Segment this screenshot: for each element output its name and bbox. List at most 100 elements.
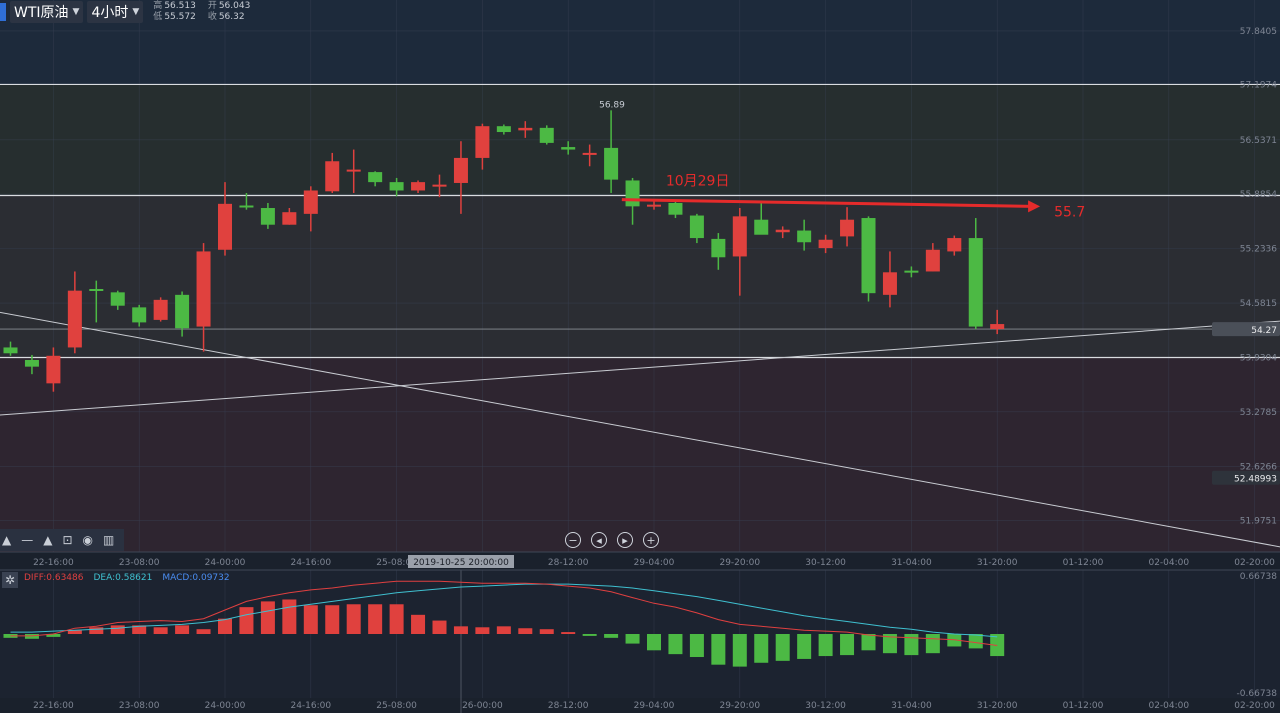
price-tick-label: 53.9304 bbox=[1240, 353, 1277, 363]
triangle-up-icon[interactable]: ▲ bbox=[43, 533, 53, 547]
macd-histogram-bar bbox=[582, 634, 597, 636]
candle-body bbox=[411, 182, 426, 191]
macd-histogram-bar bbox=[346, 604, 361, 634]
chevron-down-icon: ▼ bbox=[132, 7, 140, 17]
macd-histogram-bar bbox=[260, 601, 275, 634]
candle-body bbox=[925, 249, 940, 272]
macd-histogram-bar bbox=[818, 634, 833, 657]
open-value: 56.043 bbox=[218, 1, 251, 11]
candle-body bbox=[947, 238, 962, 252]
candle-body bbox=[561, 147, 576, 150]
macd-tick-label: 0.66738 bbox=[1240, 572, 1277, 582]
candle-body bbox=[539, 127, 554, 143]
time-tick-label: 24-16:00 bbox=[290, 558, 331, 568]
macd-histogram-bar bbox=[325, 605, 340, 634]
line-tool-icon[interactable]: — bbox=[21, 533, 34, 547]
lock-icon[interactable]: ⊡ bbox=[62, 533, 73, 547]
macd-histogram-bar bbox=[754, 634, 769, 663]
candle-body bbox=[647, 204, 661, 207]
macd-histogram-bar bbox=[239, 607, 254, 634]
macd-histogram-bar bbox=[861, 634, 876, 651]
price-tick-label: 57.1974 bbox=[1240, 81, 1277, 91]
time-tick-label: 30-12:00 bbox=[805, 558, 846, 568]
time-tick-label: 22-16:00 bbox=[33, 558, 74, 568]
diff-line bbox=[10, 580, 998, 646]
candle-body bbox=[990, 324, 1005, 330]
macd-histogram-bar bbox=[132, 625, 147, 634]
time-tick-label: 31-04:00 bbox=[891, 558, 932, 568]
triangle-up-icon[interactable]: ▲ bbox=[2, 533, 12, 547]
current-price-label: 54.27 bbox=[1251, 326, 1277, 336]
macd-time-tick-label: 22-16:00 bbox=[33, 701, 74, 711]
jump-start-icon[interactable]: ◂ bbox=[591, 532, 607, 548]
macd-time-tick-label: 01-12:00 bbox=[1063, 701, 1104, 711]
candle-body bbox=[196, 251, 211, 327]
candle-body bbox=[24, 359, 39, 367]
candle-body bbox=[582, 152, 597, 155]
macd-histogram-bar bbox=[175, 625, 190, 634]
macd-histogram-bar bbox=[539, 629, 554, 634]
macd-histogram-bar bbox=[518, 628, 533, 634]
time-tick-label: 02-20:00 bbox=[1234, 558, 1275, 568]
macd-time-tick-label: 24-00:00 bbox=[205, 701, 246, 711]
macd-histogram-bar bbox=[89, 627, 104, 634]
candle-body bbox=[432, 184, 447, 187]
price-tick-label: 53.2785 bbox=[1240, 408, 1277, 418]
candle-body bbox=[775, 229, 790, 233]
macd-histogram-bar bbox=[668, 634, 683, 655]
macd-histogram-bar bbox=[303, 605, 318, 634]
symbol-select[interactable]: WTI原油 ▼ bbox=[10, 1, 84, 23]
macd-histogram-bar bbox=[389, 604, 404, 634]
candle-body bbox=[89, 289, 104, 291]
timeframe-label: 4小时 bbox=[91, 5, 129, 21]
macd-histogram-bar bbox=[218, 618, 232, 634]
candle-body bbox=[453, 157, 468, 183]
zoom-in-icon[interactable]: + bbox=[643, 532, 659, 548]
macd-time-tick-label: 30-12:00 bbox=[805, 701, 846, 711]
symbol-label: WTI原油 bbox=[14, 5, 69, 21]
macd-legend-value: MACD:0.09732 bbox=[162, 573, 230, 583]
candle-body bbox=[711, 238, 726, 258]
price-tick-label: 52.6266 bbox=[1240, 462, 1277, 472]
macd-histogram-bar bbox=[604, 634, 619, 638]
zone-middle bbox=[0, 195, 1280, 358]
eye-icon[interactable]: ◉ bbox=[82, 533, 94, 547]
candle-body bbox=[260, 208, 275, 225]
close-value: 56.32 bbox=[218, 12, 245, 22]
crosshair-time-tag bbox=[408, 555, 514, 568]
macd-histogram-bar bbox=[797, 634, 812, 659]
jump-end-icon[interactable]: ▸ bbox=[617, 532, 633, 548]
time-tick-label: 25-08:00 bbox=[376, 558, 417, 568]
gear-icon[interactable]: ✲ bbox=[2, 572, 18, 588]
dea-line bbox=[10, 583, 998, 638]
dea-legend: DEA:0.58621 bbox=[93, 573, 153, 583]
macd-time-tick-label: 29-04:00 bbox=[634, 701, 675, 711]
macd-histogram-bar bbox=[689, 634, 704, 658]
macd-histogram-bar bbox=[647, 634, 661, 651]
candle-body bbox=[861, 218, 876, 294]
time-tick-label: 23-08:00 bbox=[119, 558, 160, 568]
macd-time-tick-label: 31-20:00 bbox=[977, 701, 1018, 711]
chevron-down-icon: ▼ bbox=[72, 7, 80, 17]
macd-time-tick-label: 02-20:00 bbox=[1234, 701, 1275, 711]
candle-body bbox=[625, 180, 640, 207]
candle-body bbox=[175, 294, 190, 329]
trash-icon[interactable]: ▥ bbox=[103, 533, 115, 547]
trend-line bbox=[0, 320, 1280, 416]
candle-body bbox=[518, 127, 533, 131]
macd-time-tick-label: 24-16:00 bbox=[290, 701, 331, 711]
macd-time-tick-label: 25-08:00 bbox=[376, 701, 417, 711]
time-tick-label: 29-20:00 bbox=[719, 558, 760, 568]
time-tick-label: 02-04:00 bbox=[1148, 558, 1189, 568]
macd-histogram-bar bbox=[46, 634, 61, 637]
candle-body bbox=[797, 230, 812, 243]
zone-top bbox=[0, 0, 1280, 85]
candle-body bbox=[604, 147, 619, 180]
macd-time-tick-label: 31-04:00 bbox=[891, 701, 932, 711]
timeframe-select[interactable]: 4小时 ▼ bbox=[87, 1, 144, 23]
zoom-out-icon[interactable]: − bbox=[565, 532, 581, 548]
macd-histogram-bar bbox=[561, 632, 576, 634]
time-tick-label: 24-00:00 bbox=[205, 558, 246, 568]
